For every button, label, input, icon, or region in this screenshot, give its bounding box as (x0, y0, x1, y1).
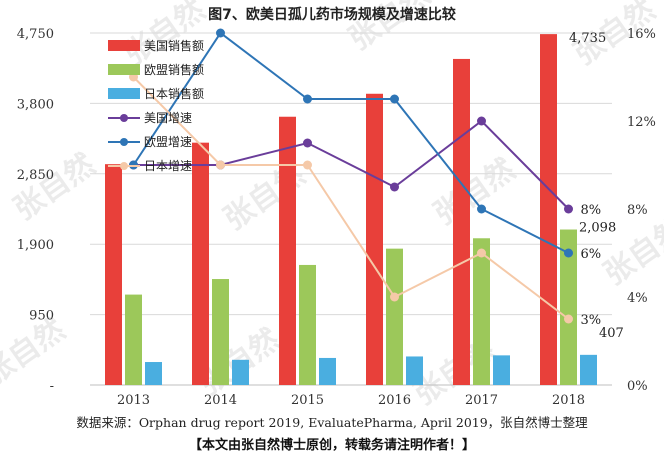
bar-2-1 (232, 359, 249, 385)
watermark-0: 张自然 (118, 0, 212, 72)
point-2-1 (216, 160, 225, 170)
legend-swatch-bar-2 (108, 88, 140, 99)
data-label-0: 4,735 (569, 31, 606, 46)
point-2-5 (564, 314, 573, 324)
right-tick-1: 4% (627, 291, 648, 306)
legend-label-line-0: 美国增速 (144, 111, 192, 125)
point-1-1 (216, 28, 225, 38)
x-tick-3: 2016 (378, 393, 411, 408)
bar-0-1 (192, 142, 209, 385)
right-tick-0: 0% (627, 379, 648, 394)
x-tick-0: 2013 (117, 393, 150, 408)
gridlines (90, 32, 612, 386)
bar-1-4 (473, 238, 490, 385)
left-axis: - 950 1,900 2,850 3,800 4,750 (17, 27, 54, 394)
right-tick-3: 12% (627, 115, 656, 130)
copyright-notice: 【本文由张自然博士原创，转载务请注明作者！】 (188, 438, 475, 453)
x-axis: 2013 2014 2015 2016 2017 2018 (117, 393, 585, 408)
right-tick-2: 8% (627, 203, 648, 218)
legend-marker-line-2 (120, 162, 128, 170)
bar-series (105, 34, 597, 386)
left-tick-5: 4,750 (17, 27, 54, 42)
bar-1-3 (386, 248, 403, 385)
data-label-1: 2,098 (579, 221, 616, 236)
legend-label-bar-2: 日本销售额 (144, 86, 204, 101)
bar-0-5 (540, 34, 557, 386)
legend-label-line-2: 日本增速 (144, 159, 192, 173)
legend-label-bar-0: 美国销售额 (144, 38, 204, 53)
bar-2-5 (580, 354, 597, 385)
bar-1-0 (125, 294, 142, 385)
left-tick-3: 2,850 (17, 168, 54, 183)
bar-0-3 (366, 93, 383, 385)
line-2 (132, 76, 570, 320)
point-2-4 (477, 248, 486, 258)
bar-0-4 (453, 58, 470, 386)
point-1-3 (390, 94, 399, 104)
legend-swatch-bar-0 (108, 40, 140, 51)
right-axis: 0% 4% 8% 12% 16% (627, 27, 656, 394)
legend-marker-line-1 (120, 138, 128, 146)
line-series (129, 28, 573, 324)
bar-1-2 (299, 264, 316, 385)
left-tick-2: 1,900 (17, 238, 54, 253)
line-0 (133, 119, 570, 210)
point-0-4 (477, 116, 486, 126)
point-2-2 (303, 160, 312, 170)
bar-1-1 (212, 279, 229, 385)
legend-label-bar-1: 欧盟销售额 (144, 62, 204, 77)
data-label-4: 6% (581, 247, 602, 262)
point-0-5 (564, 204, 573, 214)
left-tick-4: 3,800 (17, 97, 54, 112)
left-tick-0: - (50, 379, 54, 394)
point-0-3 (390, 182, 399, 192)
data-label-3: 8% (581, 203, 602, 218)
bar-0-2 (279, 116, 296, 385)
right-tick-4: 16% (627, 27, 656, 42)
data-label-5: 3% (581, 313, 602, 328)
bar-2-2 (319, 357, 336, 385)
point-2-3 (390, 292, 399, 302)
chart-title: 图7、欧美日孤儿药市场规模及增速比较 (208, 6, 456, 23)
line-1 (132, 31, 569, 254)
watermark-5: 张自然 (428, 152, 522, 232)
source-note: 数据来源：Orphan drug report 2019, EvaluatePh… (76, 415, 588, 430)
left-tick-1: 950 (29, 309, 54, 324)
legend-swatch-bar-1 (108, 64, 140, 75)
point-1-5 (564, 248, 573, 258)
legend-marker-line-0 (120, 114, 128, 122)
data-labels: 4,735 2,098 407 8% 6% 3% (569, 31, 624, 341)
bar-2-0 (145, 362, 162, 385)
x-tick-2: 2015 (291, 393, 324, 408)
x-tick-5: 2018 (552, 393, 585, 408)
x-tick-4: 2017 (465, 393, 498, 408)
watermark-4: 张自然 (218, 157, 312, 237)
bar-1-5 (560, 229, 577, 385)
watermark-3: 张自然 (8, 147, 102, 227)
point-1-4 (477, 204, 486, 214)
data-label-2: 407 (599, 326, 624, 341)
bar-2-3 (406, 356, 423, 385)
point-0-2 (303, 138, 312, 148)
bar-0-0 (105, 164, 122, 385)
chart: 张自然张自然张自然张自然张自然张自然张自然张自然张自然张自然 图7、欧美日孤儿药… (0, 0, 664, 410)
watermark-6: 张自然 (0, 312, 71, 392)
legend-label-line-1: 欧盟增速 (144, 135, 192, 149)
x-tick-1: 2014 (204, 393, 237, 408)
point-1-2 (303, 94, 312, 104)
bar-2-4 (493, 355, 510, 385)
